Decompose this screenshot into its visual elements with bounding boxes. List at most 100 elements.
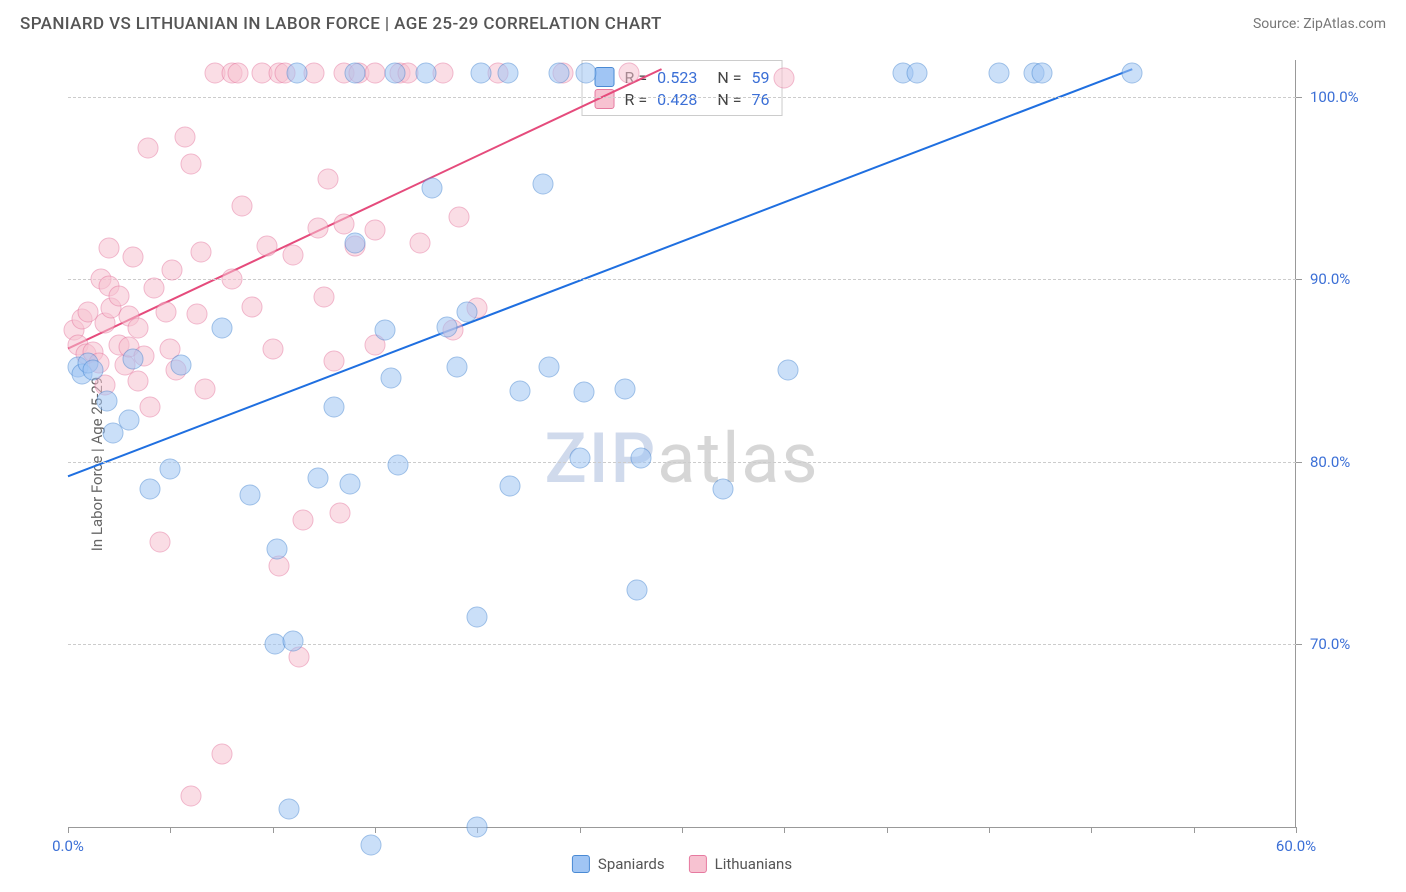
legend-label-lithuanians: Lithuanians xyxy=(715,855,792,873)
legend-r-label: R = xyxy=(625,90,648,109)
scatter-point-lithuanians xyxy=(162,260,183,281)
gridline-h xyxy=(68,644,1296,645)
chart-container: In Labor Force | Age 25-29 ZIPatlas R = … xyxy=(20,48,1386,880)
scatter-point-lithuanians xyxy=(221,269,242,290)
x-tick-mark xyxy=(273,827,274,833)
scatter-point-spaniards xyxy=(324,396,345,417)
scatter-point-spaniards xyxy=(416,62,437,83)
legend-n-label: N = xyxy=(717,68,741,87)
scatter-point-spaniards xyxy=(240,484,261,505)
watermark-atlas: atlas xyxy=(657,418,819,500)
legend-r-lithuanians: 0.428 xyxy=(657,90,697,109)
x-tick-mark xyxy=(375,827,376,833)
x-tick-label: 60.0% xyxy=(1276,837,1316,855)
legend-r-spaniards: 0.523 xyxy=(657,68,697,87)
legend-n-label: N = xyxy=(717,90,741,109)
scatter-point-spaniards xyxy=(119,409,140,430)
scatter-point-spaniards xyxy=(307,468,328,489)
y-tick-mark xyxy=(1296,279,1302,280)
scatter-point-spaniards xyxy=(569,448,590,469)
scatter-point-lithuanians xyxy=(774,68,795,89)
scatter-point-spaniards xyxy=(139,479,160,500)
scatter-point-spaniards xyxy=(385,62,406,83)
scatter-point-spaniards xyxy=(989,62,1010,83)
scatter-point-lithuanians xyxy=(365,219,386,240)
y-tick-label: 70.0% xyxy=(1310,635,1374,653)
scatter-point-lithuanians xyxy=(109,285,130,306)
scatter-point-spaniards xyxy=(467,817,488,838)
scatter-point-spaniards xyxy=(778,360,799,381)
x-tick-mark xyxy=(170,827,171,833)
scatter-point-spaniards xyxy=(266,539,287,560)
scatter-point-spaniards xyxy=(344,62,365,83)
legend-swatch-pink xyxy=(595,89,615,109)
scatter-point-spaniards xyxy=(457,302,478,323)
scatter-point-lithuanians xyxy=(293,510,314,531)
scatter-point-spaniards xyxy=(160,459,181,480)
scatter-point-lithuanians xyxy=(330,502,351,523)
trend-lines xyxy=(68,60,1296,827)
scatter-point-lithuanians xyxy=(618,62,639,83)
y-tick-label: 80.0% xyxy=(1310,453,1374,471)
scatter-point-spaniards xyxy=(1122,62,1143,83)
scatter-point-spaniards xyxy=(279,798,300,819)
x-tick-mark xyxy=(887,827,888,833)
scatter-point-lithuanians xyxy=(307,218,328,239)
x-tick-mark xyxy=(989,827,990,833)
scatter-point-spaniards xyxy=(498,62,519,83)
series-legend: Spaniards Lithuanians xyxy=(572,855,792,873)
scatter-point-spaniards xyxy=(340,473,361,494)
scatter-point-lithuanians xyxy=(174,126,195,147)
scatter-point-lithuanians xyxy=(195,378,216,399)
legend-label-spaniards: Spaniards xyxy=(598,855,665,873)
scatter-point-spaniards xyxy=(907,62,928,83)
scatter-point-spaniards xyxy=(573,382,594,403)
scatter-point-lithuanians xyxy=(186,303,207,324)
legend-n-spaniards: 59 xyxy=(751,68,769,87)
y-tick-label: 90.0% xyxy=(1310,270,1374,288)
scatter-point-lithuanians xyxy=(137,137,158,158)
scatter-point-lithuanians xyxy=(150,532,171,553)
right-axis-line xyxy=(1295,60,1296,827)
legend-swatch-blue xyxy=(595,67,615,87)
scatter-point-lithuanians xyxy=(365,62,386,83)
scatter-point-spaniards xyxy=(1032,62,1053,83)
legend-item-lithuanians: Lithuanians xyxy=(689,855,792,873)
scatter-point-spaniards xyxy=(510,380,531,401)
x-tick-mark xyxy=(682,827,683,833)
scatter-point-lithuanians xyxy=(313,287,334,308)
scatter-point-spaniards xyxy=(471,62,492,83)
scatter-point-lithuanians xyxy=(283,245,304,266)
scatter-point-lithuanians xyxy=(231,196,252,217)
scatter-point-spaniards xyxy=(287,62,308,83)
legend-n-lithuanians: 76 xyxy=(751,90,769,109)
x-tick-mark xyxy=(1091,827,1092,833)
scatter-point-spaniards xyxy=(96,391,117,412)
gridline-h xyxy=(68,279,1296,280)
x-tick-mark xyxy=(1296,827,1297,833)
x-tick-mark xyxy=(1194,827,1195,833)
scatter-point-spaniards xyxy=(467,606,488,627)
scatter-point-spaniards xyxy=(211,318,232,339)
scatter-point-spaniards xyxy=(381,367,402,388)
scatter-point-lithuanians xyxy=(256,236,277,257)
scatter-point-spaniards xyxy=(360,835,381,856)
legend-item-spaniards: Spaniards xyxy=(572,855,665,873)
x-tick-mark xyxy=(68,827,69,833)
scatter-point-spaniards xyxy=(500,475,521,496)
scatter-point-lithuanians xyxy=(324,351,345,372)
scatter-point-spaniards xyxy=(387,455,408,476)
y-tick-mark xyxy=(1296,644,1302,645)
scatter-point-lithuanians xyxy=(156,302,177,323)
source-label: Source: ZipAtlas.com xyxy=(1253,16,1386,32)
scatter-point-spaniards xyxy=(712,479,733,500)
scatter-point-lithuanians xyxy=(139,396,160,417)
scatter-point-spaniards xyxy=(532,174,553,195)
scatter-point-lithuanians xyxy=(127,371,148,392)
gridline-h xyxy=(68,462,1296,463)
scatter-point-spaniards xyxy=(283,630,304,651)
legend-swatch-pink xyxy=(689,855,707,873)
scatter-point-lithuanians xyxy=(143,278,164,299)
scatter-point-lithuanians xyxy=(180,785,201,806)
scatter-point-lithuanians xyxy=(448,207,469,228)
